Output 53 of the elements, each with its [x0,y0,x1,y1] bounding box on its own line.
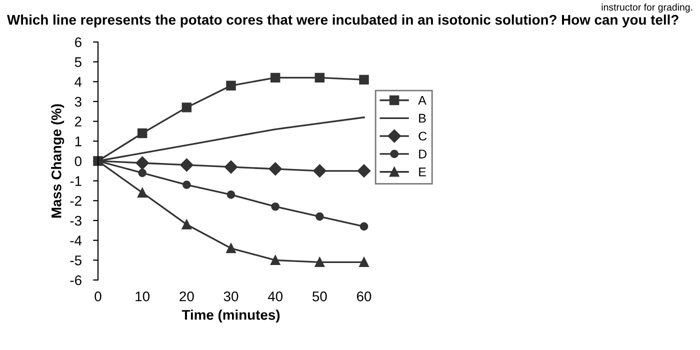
legend-label: E [419,168,426,176]
point [270,255,280,266]
point [138,168,146,178]
y-tick-label: -2 [70,196,82,206]
point [359,257,369,268]
y-tick-label: 4 [74,77,82,87]
chart-title: Which line represents the potato cores that were incubated in an isotonic solution? How can you tell? [7,14,678,28]
text: instructor for grading. [602,4,692,13]
y-tick-label: -5 [70,256,82,266]
y-tick-label: 0 [74,156,82,166]
legend-label: C [418,132,427,141]
point [314,257,325,268]
x-tick-label: 40 [268,291,283,302]
point [316,212,324,221]
point [137,128,148,138]
x-tick-label: 60 [356,291,372,302]
y-tick-label: 5 [74,57,82,68]
x-tick-label: 0 [94,291,102,302]
point [359,74,369,85]
x-tick-label: 50 [312,291,327,302]
point [226,190,236,199]
x-tick-label: 30 [224,291,238,302]
point [137,188,148,198]
legend-label: A [418,96,426,105]
y-tick-label: -3 [70,216,82,226]
point [271,202,280,211]
point [360,222,368,231]
x-axis-title: Time (minutes) [182,310,280,323]
point [182,220,192,230]
point [180,158,194,172]
point [357,164,371,178]
y-tick-label: 6 [75,37,82,48]
point [268,162,282,176]
y-tick-label: -1 [70,176,82,186]
x-tick-label: 20 [180,291,194,302]
legend-label: B [419,114,426,123]
y-tick-label: -6 [70,275,82,286]
point [224,160,238,174]
point [226,243,236,254]
y-tick-label: 1 [75,136,82,146]
point [182,180,191,189]
y-axis-title: Mass Change (%) [51,104,64,218]
legend-label: D [419,150,426,158]
y-tick-label: -4 [70,236,82,246]
point [136,156,149,170]
point [314,72,325,83]
y-tick-label: 2 [75,116,82,126]
point [182,102,192,112]
point [313,164,326,178]
y-tick-label: 3 [74,96,82,107]
point [270,72,280,83]
x-tick-label: 10 [136,291,150,302]
point [226,80,236,90]
